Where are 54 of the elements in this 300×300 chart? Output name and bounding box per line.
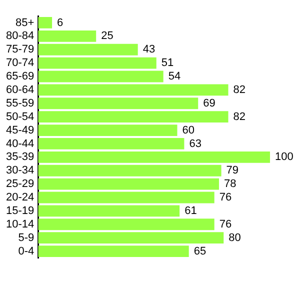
bar (38, 151, 270, 163)
bar (38, 192, 214, 204)
data-label: 25 (101, 30, 114, 42)
bar (38, 232, 224, 244)
data-label: 6 (57, 16, 64, 29)
bar (38, 138, 184, 150)
data-label: 82 (233, 110, 246, 123)
y-tick-label: 30-34 (6, 164, 34, 177)
y-tick-label: 60-64 (6, 84, 34, 96)
data-label: 51 (161, 57, 174, 70)
y-tick-label: 0-4 (18, 245, 34, 258)
bar (38, 84, 228, 96)
bar (38, 111, 228, 123)
y-tick-label: 70-74 (6, 57, 34, 70)
bar (38, 70, 164, 82)
y-tick-label: 40-44 (6, 138, 34, 150)
bar (38, 124, 178, 136)
bar (38, 30, 96, 42)
data-label: 80 (228, 232, 241, 244)
data-label: 61 (184, 204, 197, 217)
y-tick-label: 15-19 (6, 204, 34, 217)
y-tick-label: 65-69 (6, 70, 34, 83)
data-label: 76 (219, 192, 232, 204)
bar (38, 17, 52, 28)
y-tick-label: 25-29 (6, 178, 34, 190)
bar (38, 98, 198, 110)
data-label: 60 (182, 124, 195, 136)
y-tick-label: 10-14 (6, 218, 34, 230)
data-label: 78 (224, 178, 236, 190)
y-tick-label: 75-79 (6, 44, 34, 56)
y-tick-label: 35-39 (6, 151, 34, 164)
data-label: 100 (275, 151, 294, 164)
y-tick-label: 50-54 (6, 110, 34, 123)
data-label: 43 (142, 44, 156, 56)
data-label: 76 (219, 218, 232, 230)
y-tick-label: 85+ (15, 16, 34, 29)
y-tick-label: 5-9 (18, 232, 34, 244)
bar (38, 164, 222, 176)
data-label: 63 (189, 138, 202, 150)
y-tick-label: 20-24 (6, 192, 34, 204)
data-label: 82 (233, 84, 246, 96)
data-label: 69 (203, 97, 216, 110)
data-label: 65 (194, 245, 206, 258)
y-tick-label: 45-49 (6, 124, 34, 136)
bar (38, 205, 180, 217)
bar (38, 178, 219, 190)
data-label: 54 (168, 70, 181, 83)
bar (38, 57, 156, 69)
bar (38, 246, 189, 257)
bar (38, 218, 214, 230)
y-tick-label: 80-84 (6, 30, 34, 42)
bar (38, 44, 138, 56)
y-tick-label: 55-59 (6, 97, 34, 110)
data-label: 79 (226, 164, 239, 177)
